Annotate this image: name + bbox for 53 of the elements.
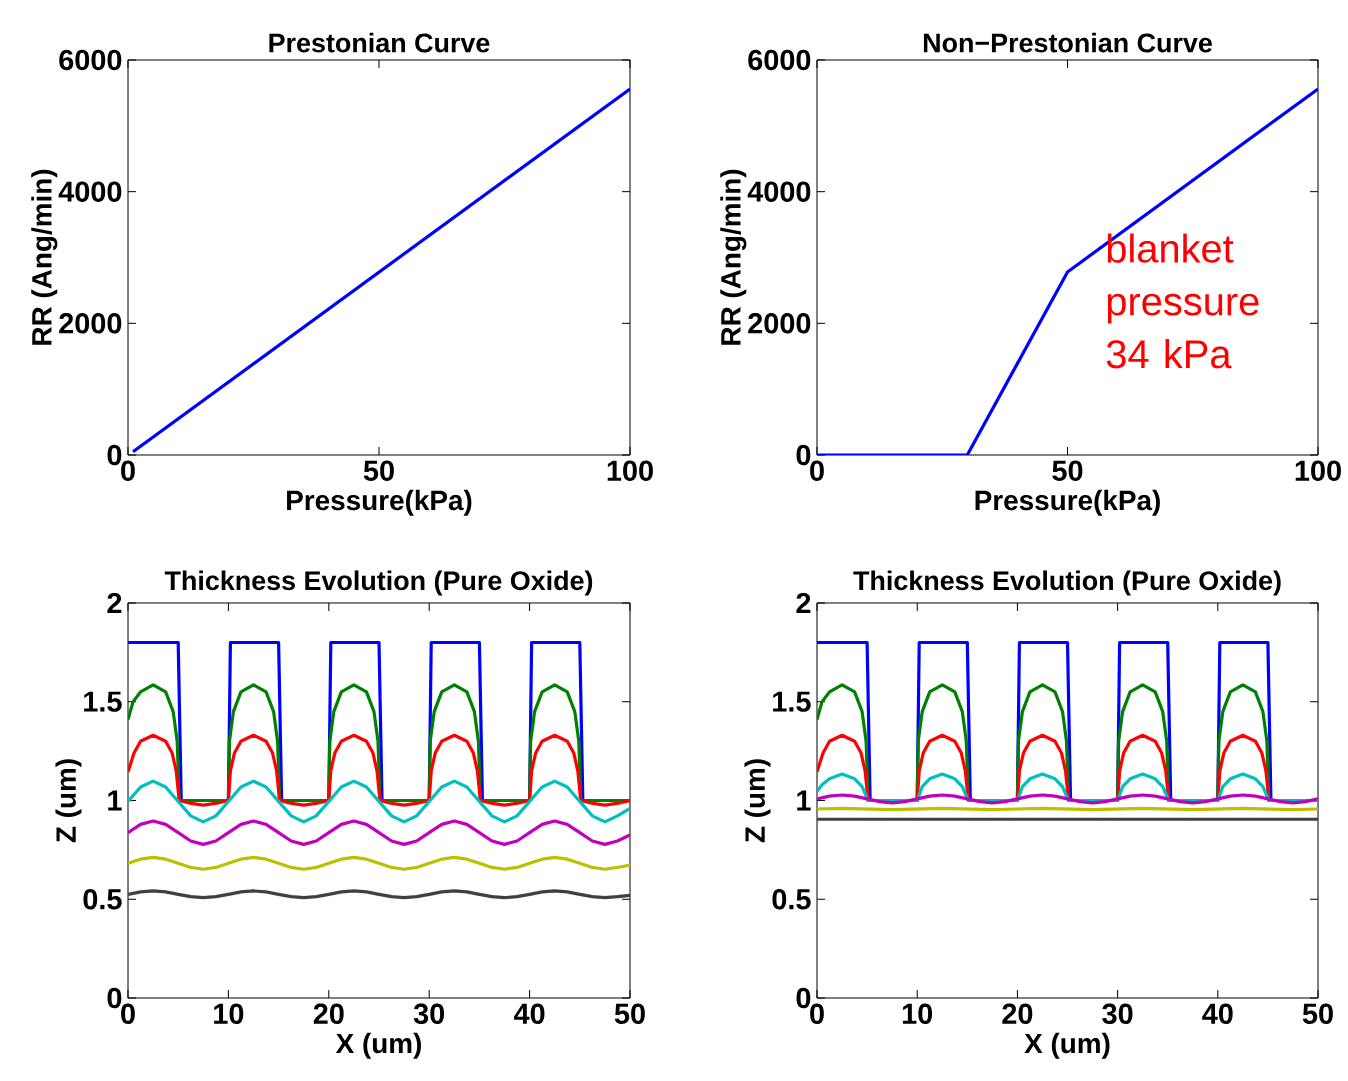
chart-title: Non−Prestonian Curve [923, 32, 1212, 53]
line-series [128, 855, 630, 871]
x-tick-label: 50 [614, 1003, 645, 1024]
annotation: blanket pressure 34 kPa [1106, 233, 1259, 369]
x-tick-label: 0 [121, 1003, 135, 1024]
y-axis-title: RR (Ang/min) [31, 169, 58, 345]
x-tick-label: 40 [513, 1003, 545, 1024]
x-axis-title: X (um) [335, 1032, 421, 1059]
x-tick-label: 10 [214, 1003, 244, 1024]
x-tick-label: 0 [121, 460, 135, 481]
x-tick-label: 20 [313, 1003, 344, 1024]
y-tick-label: 2000 [59, 313, 122, 334]
y-axis-title: Z (um) [744, 759, 771, 843]
x-axis-title: Pressure(kPa) [975, 489, 1160, 516]
y-tick-label: 0.5 [83, 889, 122, 910]
x-tick-label: 100 [607, 460, 653, 481]
y-tick-label: 2000 [748, 313, 811, 334]
y-tick-label: 6000 [748, 49, 811, 71]
y-tick-label: 1.5 [84, 691, 122, 712]
x-tick-label: 100 [1295, 460, 1341, 481]
y-tick-label: 4000 [58, 181, 122, 202]
x-axis-title: X (um) [1024, 1032, 1110, 1059]
y-tick-label: 0 [796, 987, 811, 1009]
x-tick-label: 0 [810, 460, 824, 481]
chart-title: Thickness Evolution (Pure Oxide) [164, 570, 593, 596]
chart-title: Prestonian Curve [269, 32, 490, 53]
x-tick-label: 50 [363, 460, 394, 481]
x-tick-label: 50 [1302, 1003, 1333, 1024]
x-tick-label: 10 [902, 1003, 933, 1024]
x-tick-label: 0 [810, 1003, 824, 1024]
y-tick-label: 1 [797, 790, 811, 811]
x-tick-label: 20 [1002, 1003, 1033, 1024]
y-tick-label: 1.5 [773, 691, 811, 712]
y-tick-label: 4000 [747, 181, 811, 202]
line-series [128, 819, 630, 846]
y-tick-label: 0 [107, 444, 122, 466]
line-series [128, 733, 630, 807]
y-tick-label: 1 [108, 790, 122, 811]
x-tick-label: 30 [1102, 1003, 1133, 1025]
y-tick-label: 0 [796, 444, 811, 466]
y-tick-label: 6000 [59, 49, 122, 71]
y-tick-label: 0.5 [772, 889, 811, 910]
x-tick-label: 40 [1202, 1003, 1233, 1024]
chart-title: Thickness Evolution (Pure Oxide) [853, 570, 1281, 596]
x-tick-label: 50 [1052, 460, 1083, 481]
x-tick-label: 30 [413, 1003, 445, 1025]
x-axis-title: Pressure(kPa) [287, 489, 472, 516]
y-tick-label: 2 [796, 592, 811, 614]
y-axis-title: Z (um) [55, 759, 82, 843]
y-tick-label: 0 [107, 987, 122, 1009]
line-series [128, 889, 630, 900]
y-axis-title: RR (Ang/min) [720, 169, 747, 345]
y-tick-label: 2 [107, 592, 122, 614]
